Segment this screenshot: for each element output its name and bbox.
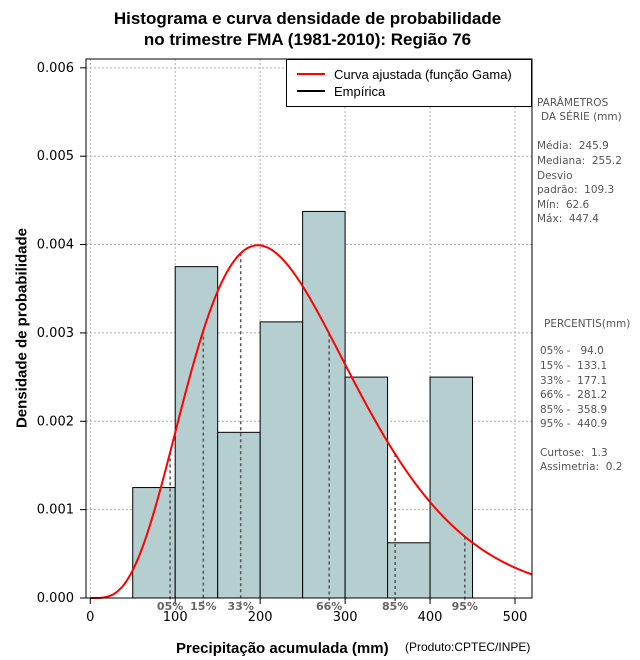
percentile-05: 05% - 94.0 [540,345,604,357]
x-tick-label: 0 [86,610,94,625]
x-tick-label: 500 [503,610,528,625]
percentile-33: 33% - 177.1 [540,375,608,387]
histogram-bars [132,210,474,599]
percentile-label: 33% [228,600,254,613]
percentile-label: 95% [452,600,478,613]
percentile-66: 66% - 281.2 [540,389,608,401]
y-tick-label: 0.002 [37,414,74,429]
gamma-fit-curve [90,244,533,599]
histogram-bar [217,431,261,599]
y-tick-label: 0.001 [37,503,74,518]
stat-mediana: Mediana: 255.2 [537,155,622,167]
y-tick-label: 0.006 [37,61,74,76]
legend-label-fit: Curva ajustada (função Gama) [334,66,512,82]
y-tick-label: 0.000 [37,591,74,606]
stat-max: Máx: 447.4 [537,213,599,225]
x-tick-label: 100 [163,610,188,625]
y-axis-ticks: 0.000 0.001 0.002 0.003 0.004 0.005 0.006 [37,61,86,606]
legend-line-red-icon [297,73,325,75]
stat-media: Média: 245.9 [537,140,609,152]
percentile-95: 95% - 440.9 [540,418,608,430]
x-tick-label: 400 [418,610,443,625]
y-tick-label: 0.003 [37,326,74,341]
y-tick-label: 0.005 [37,149,74,164]
y-tick-label: 0.004 [37,238,74,253]
params-title-2: DA SÉRIE (mm) [541,111,622,123]
legend-item-fit: Curva ajustada (função Gama) [287,65,512,83]
stat-curtose: Curtose: 1.3 [540,447,608,459]
percentile-85: 85% - 358.9 [540,404,608,416]
histogram-bar [302,210,346,599]
stat-min: Mín: 62.6 [537,199,590,211]
histogram-bar [132,487,176,599]
product-credit: (Produto:CPTEC/INPE) [405,640,531,654]
y-axis-label: Densidade de probabilidade [13,227,31,429]
percentis-title: PERCENTIS(mm) [544,318,631,330]
x-axis-ticks: 0 100 200 300 400 500 [86,598,527,625]
legend-label-empirical: Empírica [334,83,386,99]
percentile-label: 05% [157,600,183,613]
legend-item-empirical: Empírica [287,82,385,100]
percentile-lines [169,253,466,602]
x-axis-label: Precipitação acumulada (mm) [176,640,389,657]
histogram-bar [387,542,431,599]
legend-line-black-icon [297,90,325,92]
histogram-bar [259,321,304,599]
stat-assimetria: Assimetria: 0.2 [540,461,623,473]
params-title-1: PARÂMETROS [537,97,609,109]
stat-desvio-2: padrão: 109.3 [537,184,615,196]
percentile-label: 85% [382,600,408,613]
x-tick-label: 300 [333,610,358,625]
histogram-bar [344,376,389,599]
percentile-label: 66% [316,600,342,613]
percentile-15: 15% - 133.1 [540,360,608,372]
histogram-bar [429,376,474,599]
percentile-labels: 05% 15% 33% 66% 85% 95% [157,600,478,613]
stat-desvio-1: Desvio [537,170,573,182]
x-tick-label: 200 [248,610,273,625]
chart-title-line2: no trimestre FMA (1981-2010): Região 76 [143,30,472,49]
legend: Curva ajustada (função Gama) Empírica [286,59,532,107]
percentile-label: 15% [190,600,216,613]
chart-title-line1: Histograma e curva densidade de probabil… [113,9,502,28]
histogram-bar [174,266,219,599]
